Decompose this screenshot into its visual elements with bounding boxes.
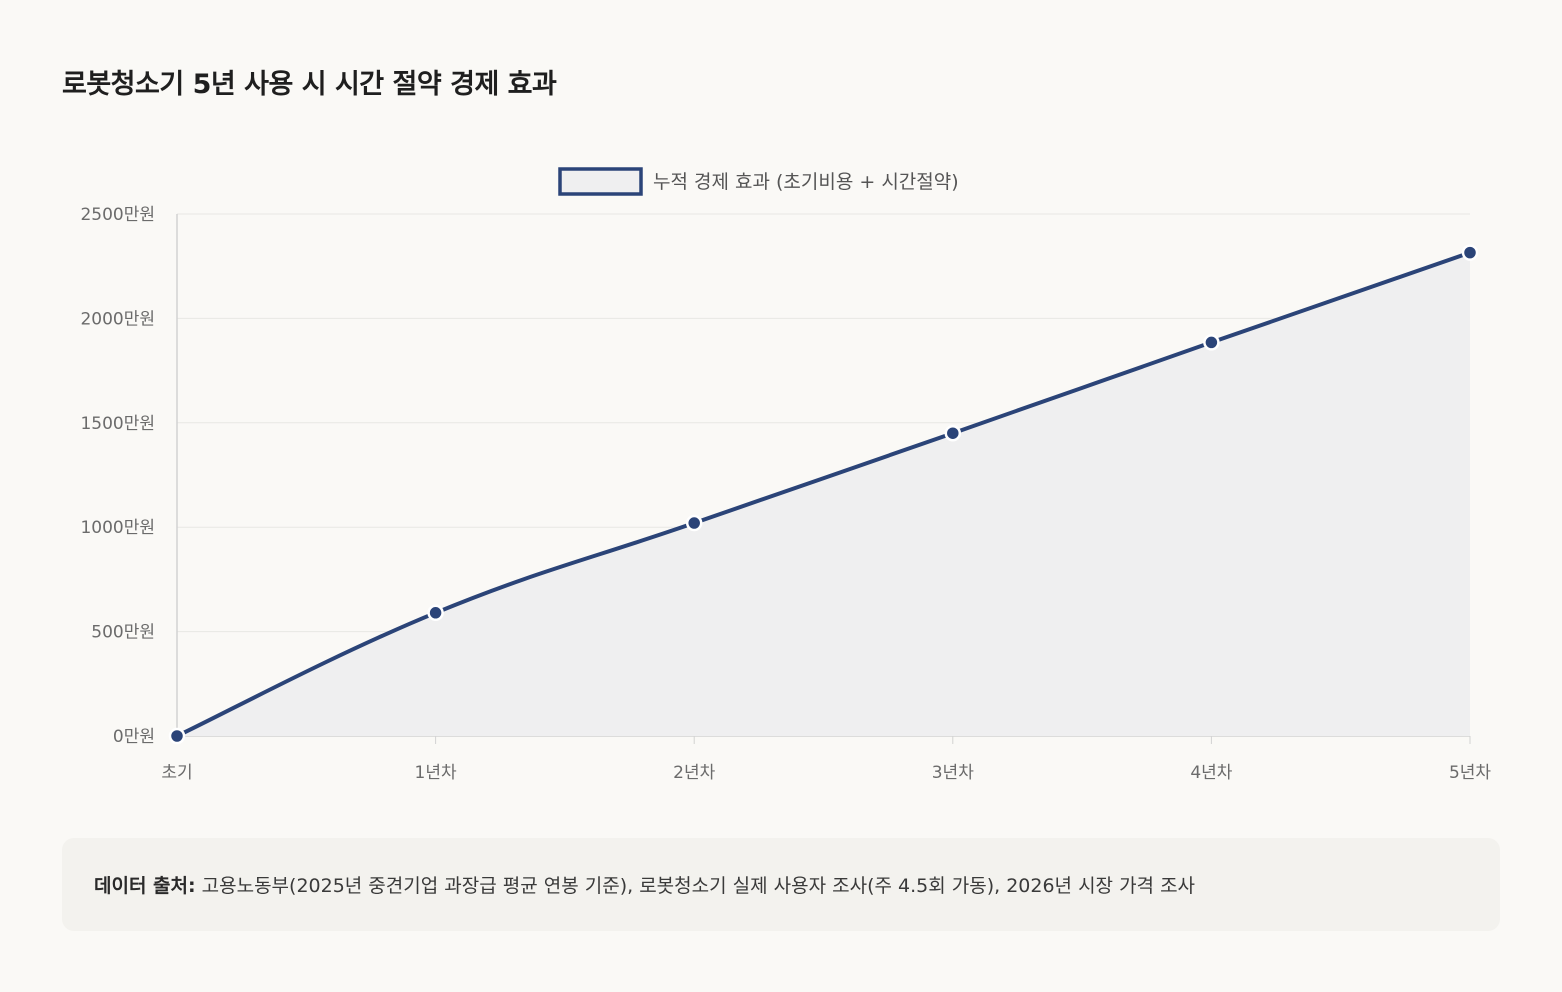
data-point[interactable] [427, 604, 444, 622]
x-tick-label: 5년차 [1449, 763, 1491, 783]
data-point[interactable] [685, 514, 703, 532]
series-line [175, 250, 1472, 738]
y-tick-label: 1500만원 [80, 414, 155, 434]
legend-swatch [558, 167, 643, 196]
legend[interactable]: 누적 경제 효과 (초기비용 + 시간절약) [558, 167, 959, 196]
y-tick-label: 0만원 [113, 727, 155, 747]
source-label: 데이터 출처: [94, 875, 196, 897]
x-tick-label: 초기 [161, 763, 192, 783]
line-chart: 누적 경제 효과 (초기비용 + 시간절약) 0만원 500만원 1000만원 150… [80, 167, 1491, 783]
data-points [168, 244, 1479, 745]
data-point[interactable] [1203, 334, 1220, 351]
x-axis: 초기 1년차 2년차 3년차 4년차 5년차 [161, 736, 1491, 783]
source-text: 고용노동부(2025년 중견기업 과장급 평균 연봉 기준), 로봇청소기 실제… [201, 875, 1196, 897]
y-tick-label: 1000만원 [80, 518, 155, 538]
y-tick-label: 500만원 [91, 623, 155, 643]
x-tick-label: 3년차 [932, 763, 974, 783]
x-tick-label: 2년차 [673, 763, 715, 783]
data-point[interactable] [1461, 244, 1479, 261]
data-source-note: 데이터 출처: 고용노동부(2025년 중견기업 과장급 평균 연봉 기준), … [62, 838, 1500, 931]
series-area [177, 252, 1470, 737]
page-title: 로봇청소기 5년 사용 시 시간 절약 경제 효과 [62, 69, 557, 100]
x-tick-label: 1년차 [415, 763, 457, 783]
y-tick-label: 2000만원 [80, 309, 155, 329]
data-point[interactable] [168, 727, 186, 745]
y-axis: 0만원 500만원 1000만원 1500만원 2000만원 2500만원 [80, 205, 178, 747]
data-point[interactable] [944, 424, 962, 442]
legend-label: 누적 경제 효과 (초기비용 + 시간절약) [653, 171, 959, 193]
y-tick-label: 2500만원 [80, 205, 155, 225]
x-tick-label: 4년차 [1190, 763, 1232, 783]
